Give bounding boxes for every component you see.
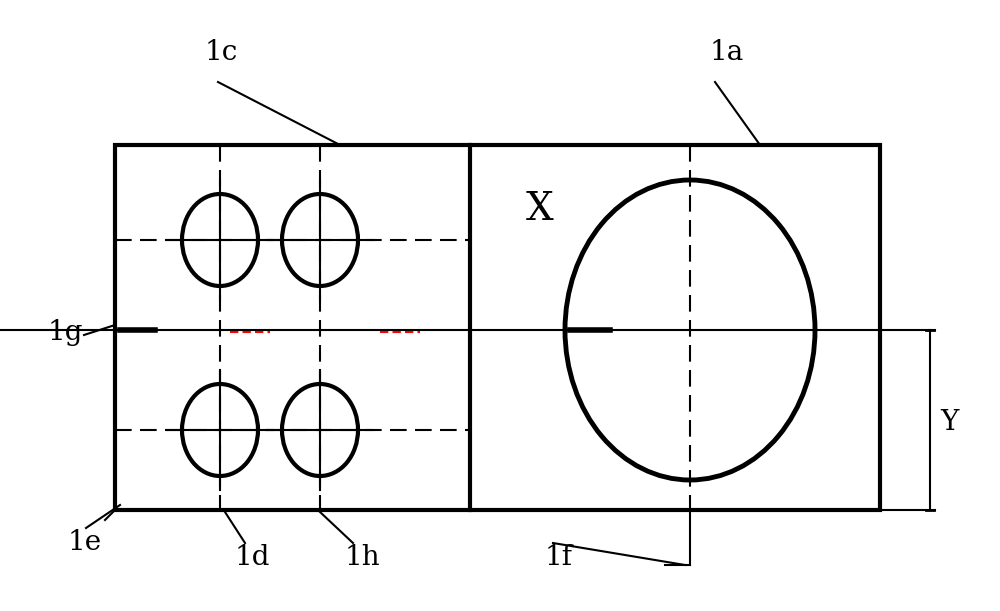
Text: Y: Y bbox=[940, 409, 958, 436]
Text: 1c: 1c bbox=[205, 39, 238, 66]
Text: 1d: 1d bbox=[235, 544, 270, 571]
Text: 1g: 1g bbox=[48, 319, 84, 346]
Text: X: X bbox=[526, 191, 554, 228]
Text: 1h: 1h bbox=[345, 544, 381, 571]
Text: 1a: 1a bbox=[710, 39, 744, 66]
Text: 1e: 1e bbox=[68, 529, 102, 556]
Bar bbox=[115, 145, 880, 510]
Text: 1f: 1f bbox=[545, 544, 573, 571]
